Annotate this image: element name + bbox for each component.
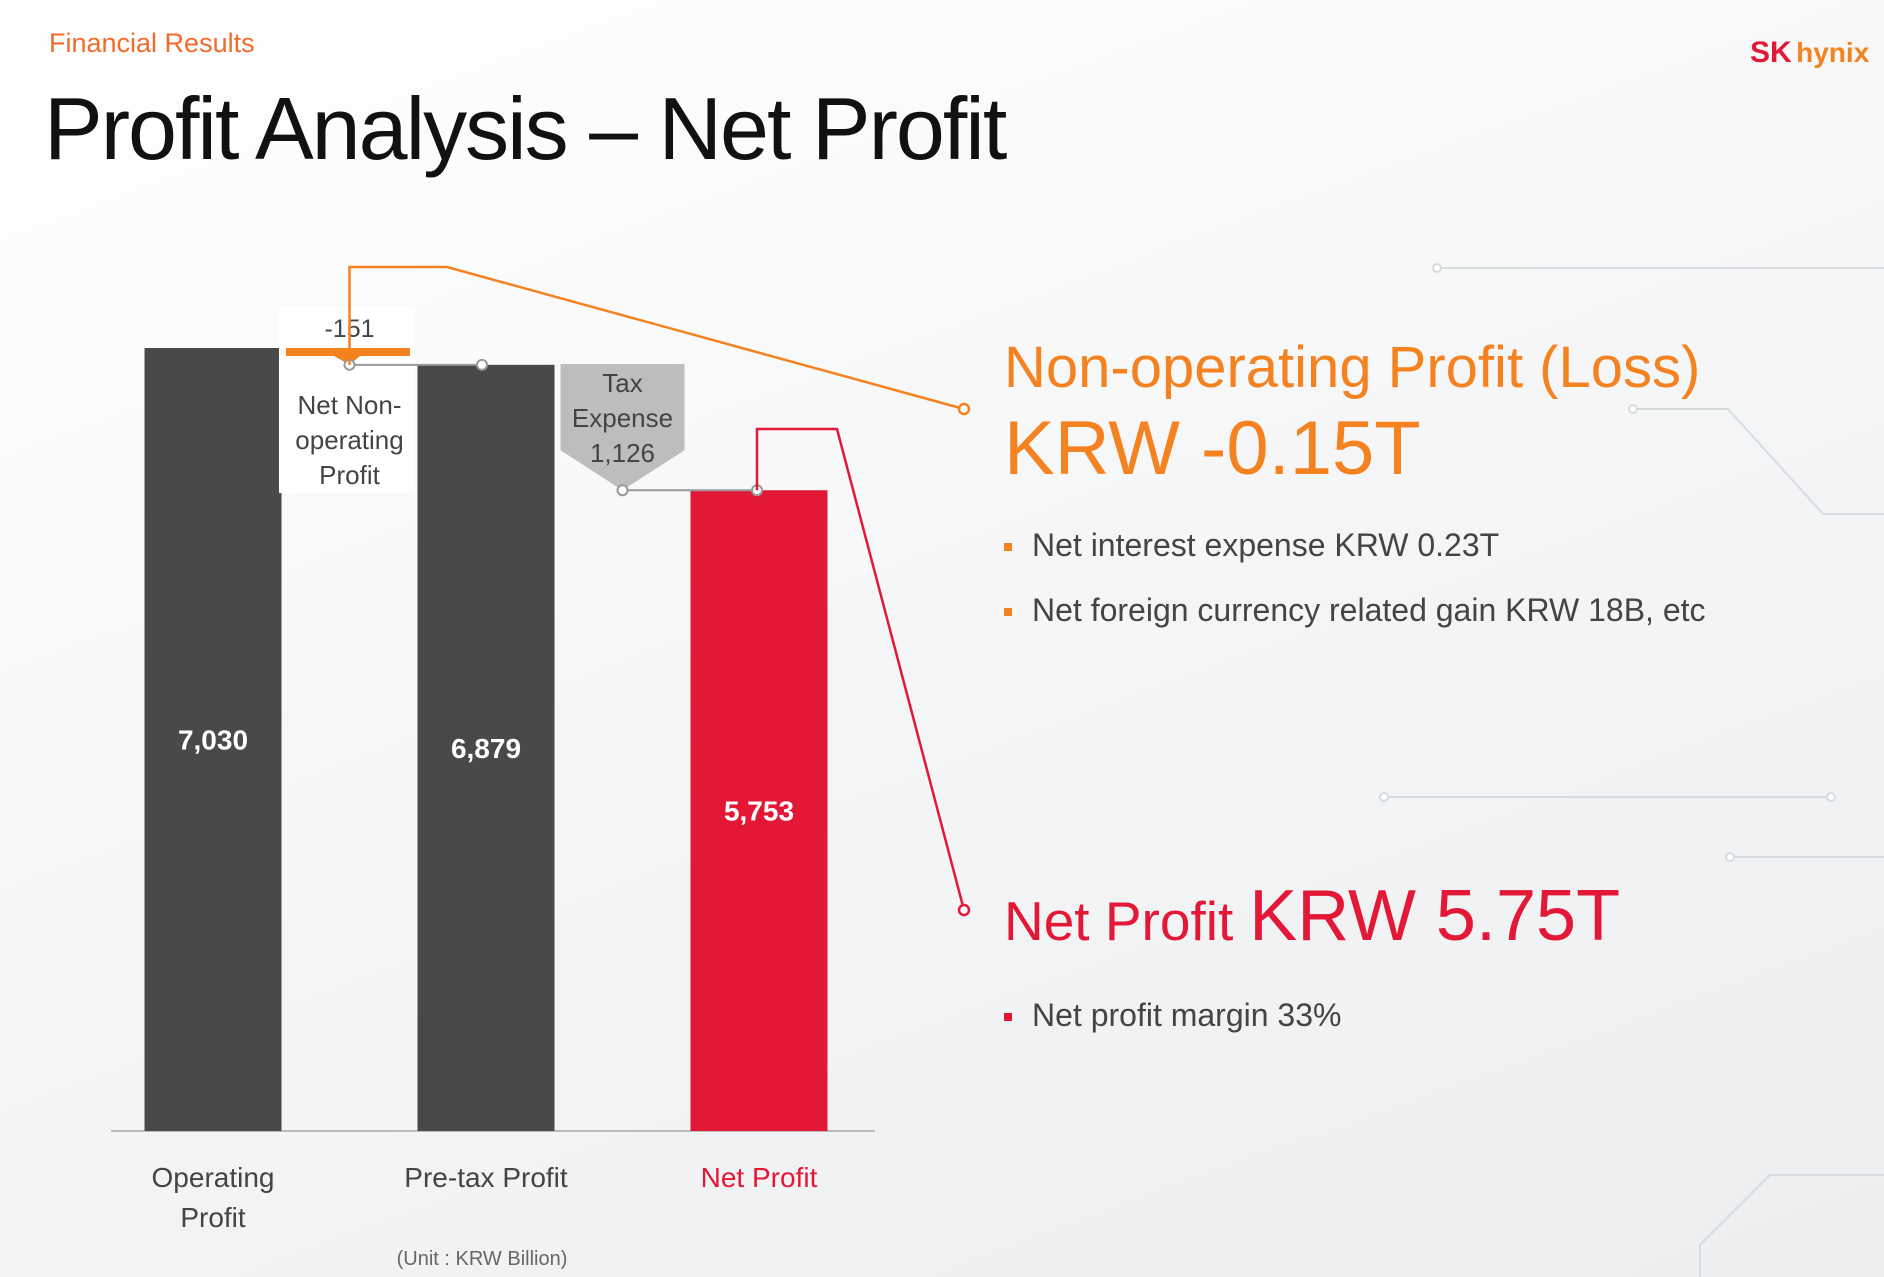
bullet: Net foreign currency related gain KRW 18… xyxy=(1004,592,1706,629)
note-value: KRW -0.15T xyxy=(1004,406,1421,491)
callout-dot xyxy=(957,903,971,917)
note-heading-row: Net Profit KRW 5.75T xyxy=(1004,875,1620,957)
decor xyxy=(1379,263,1884,1277)
logo: SK hynix xyxy=(1750,36,1869,70)
label-box xyxy=(279,306,415,493)
step-value: 1,126 xyxy=(590,438,655,468)
note: Net Profit KRW 5.75T Net profit margin 33% xyxy=(1004,875,1620,1062)
step-name: Tax Expense xyxy=(571,368,674,433)
value-label: 6,879 xyxy=(451,733,521,764)
bar xyxy=(690,490,828,1131)
step-arrow xyxy=(560,364,685,491)
connector-dot xyxy=(616,484,629,497)
bullet: Net interest expense KRW 0.23T xyxy=(1004,527,1706,564)
connector-dot xyxy=(476,358,488,371)
callout-line xyxy=(348,265,965,411)
note-heading: Net Profit xyxy=(1004,890,1234,952)
value-label: 5,753 xyxy=(724,796,794,827)
logo-sk: SK xyxy=(1750,36,1792,69)
bullet: Net profit margin 33% xyxy=(1004,997,1620,1034)
section-label: Financial Results xyxy=(49,28,255,58)
slide-title: Profit Analysis – Net Profit xyxy=(44,79,1007,178)
x-tick-label: Pre-tax Profit xyxy=(404,1162,568,1193)
unit-note: (Unit : KRW Billion) xyxy=(397,1248,568,1270)
note: Non-operating Profit (Loss) KRW -0.15T Net… xyxy=(1004,335,1706,657)
callout-line xyxy=(755,427,966,911)
bar xyxy=(144,348,282,1131)
step-wedge xyxy=(286,348,410,365)
bar xyxy=(417,364,555,1131)
x-tick-label: Operating Profit xyxy=(151,1162,275,1233)
note-heading: Non-operating Profit (Loss) xyxy=(1004,335,1701,400)
value-label: 7,030 xyxy=(178,725,248,756)
x-tick-label: Net Profit xyxy=(700,1162,818,1193)
note-value: KRW 5.75T xyxy=(1249,876,1621,956)
logo-hynix: hynix xyxy=(1796,37,1870,68)
step-name: Net Non-operating Profit xyxy=(295,390,404,490)
callout-dot xyxy=(957,402,971,416)
